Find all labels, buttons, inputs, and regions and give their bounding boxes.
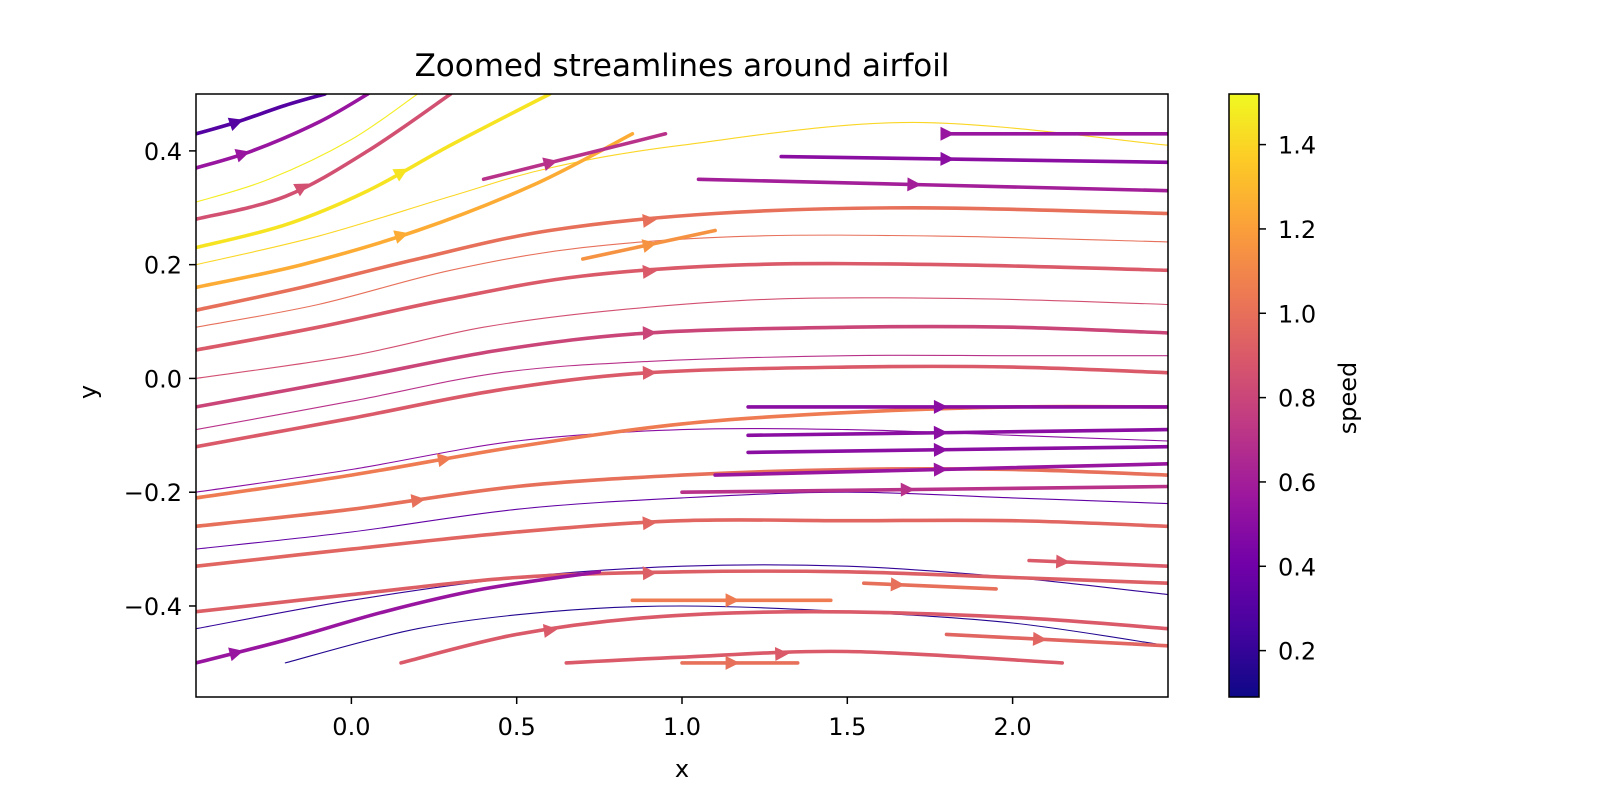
- colorbar-tick-label: 1.4: [1278, 132, 1316, 160]
- colorbar-ticks: 0.2 0.4 0.6 0.8 1.0 1.2 1.4: [1259, 132, 1316, 666]
- streamline-arrow: [941, 127, 955, 141]
- streamline-arrow: [392, 163, 411, 182]
- y-tick-label: 0.0: [144, 365, 182, 393]
- colorbar-tick-label: 0.8: [1278, 385, 1316, 413]
- colorbar-tick-label: 0.6: [1278, 469, 1316, 497]
- streamline-arrow: [1056, 555, 1071, 570]
- colorbar-tick-label: 0.2: [1278, 638, 1316, 666]
- streamline-segment: [484, 134, 666, 180]
- x-tick-label: 1.5: [828, 713, 866, 741]
- y-tick-label: 0.2: [144, 252, 182, 280]
- colorbar-label: speed: [1334, 362, 1362, 435]
- streamline-segment: [864, 583, 996, 589]
- y-tick-label: −0.2: [124, 479, 182, 507]
- colorbar-tick-label: 1.0: [1278, 300, 1316, 328]
- streamline-arrow: [643, 326, 657, 340]
- streamline-arrow: [543, 622, 559, 638]
- streamline: [566, 651, 1062, 663]
- streamline-segment: [699, 179, 1169, 190]
- y-tick-label: 0.4: [144, 138, 182, 166]
- streamline-arrow: [891, 577, 906, 592]
- streamline-segment: [1029, 561, 1168, 567]
- x-axis-ticks: 0.0 0.5 1.0 1.5 2.0: [332, 697, 1031, 741]
- streamlines-layer: [196, 94, 1168, 670]
- streamline-arrow: [901, 483, 915, 497]
- streamline-arrow: [940, 152, 954, 166]
- streamline-arrow: [934, 462, 948, 476]
- x-tick-label: 0.0: [332, 713, 370, 741]
- streamline-arrow: [934, 400, 948, 414]
- streamline: [196, 208, 1168, 310]
- streamline-arrow: [775, 647, 789, 661]
- streamline-arrow: [907, 177, 921, 191]
- streamline-arrow: [228, 113, 246, 131]
- x-tick-label: 2.0: [994, 713, 1032, 741]
- streamline-arrow: [934, 426, 948, 440]
- thin-streamline: [196, 235, 1168, 327]
- y-axis-ticks: −0.4 −0.2 0.0 0.2 0.4: [124, 138, 196, 621]
- x-tick-label: 0.5: [498, 713, 536, 741]
- streamline-arrow: [726, 656, 740, 670]
- chart-title: Zoomed streamlines around airfoil: [415, 48, 950, 84]
- streamline: [196, 520, 1168, 566]
- streamline-segment: [748, 430, 1168, 436]
- streamline-segment: [682, 487, 1168, 493]
- thin-streamline: [196, 122, 1168, 264]
- streamline-arrow: [411, 492, 427, 508]
- colorbar-tick-label: 1.2: [1278, 216, 1316, 244]
- y-tick-label: −0.4: [124, 593, 182, 621]
- colorbar-tick-label: 0.4: [1278, 553, 1316, 581]
- streamline-arrow: [934, 443, 948, 457]
- streamline-arrow: [642, 264, 657, 279]
- streamline-arrow: [643, 365, 657, 379]
- streamline-arrow: [642, 213, 657, 228]
- streamline-arrow: [642, 515, 657, 530]
- x-tick-label: 1.0: [663, 713, 701, 741]
- streamline-arrow: [1033, 632, 1048, 647]
- y-axis-label: y: [74, 385, 102, 399]
- colorbar: [1229, 94, 1259, 697]
- streamline-segment: [781, 157, 1168, 163]
- thin-streamline: [196, 429, 1168, 493]
- streamline-segment: [748, 447, 1168, 453]
- streamline-arrow: [726, 593, 740, 607]
- x-axis-label: x: [675, 755, 689, 783]
